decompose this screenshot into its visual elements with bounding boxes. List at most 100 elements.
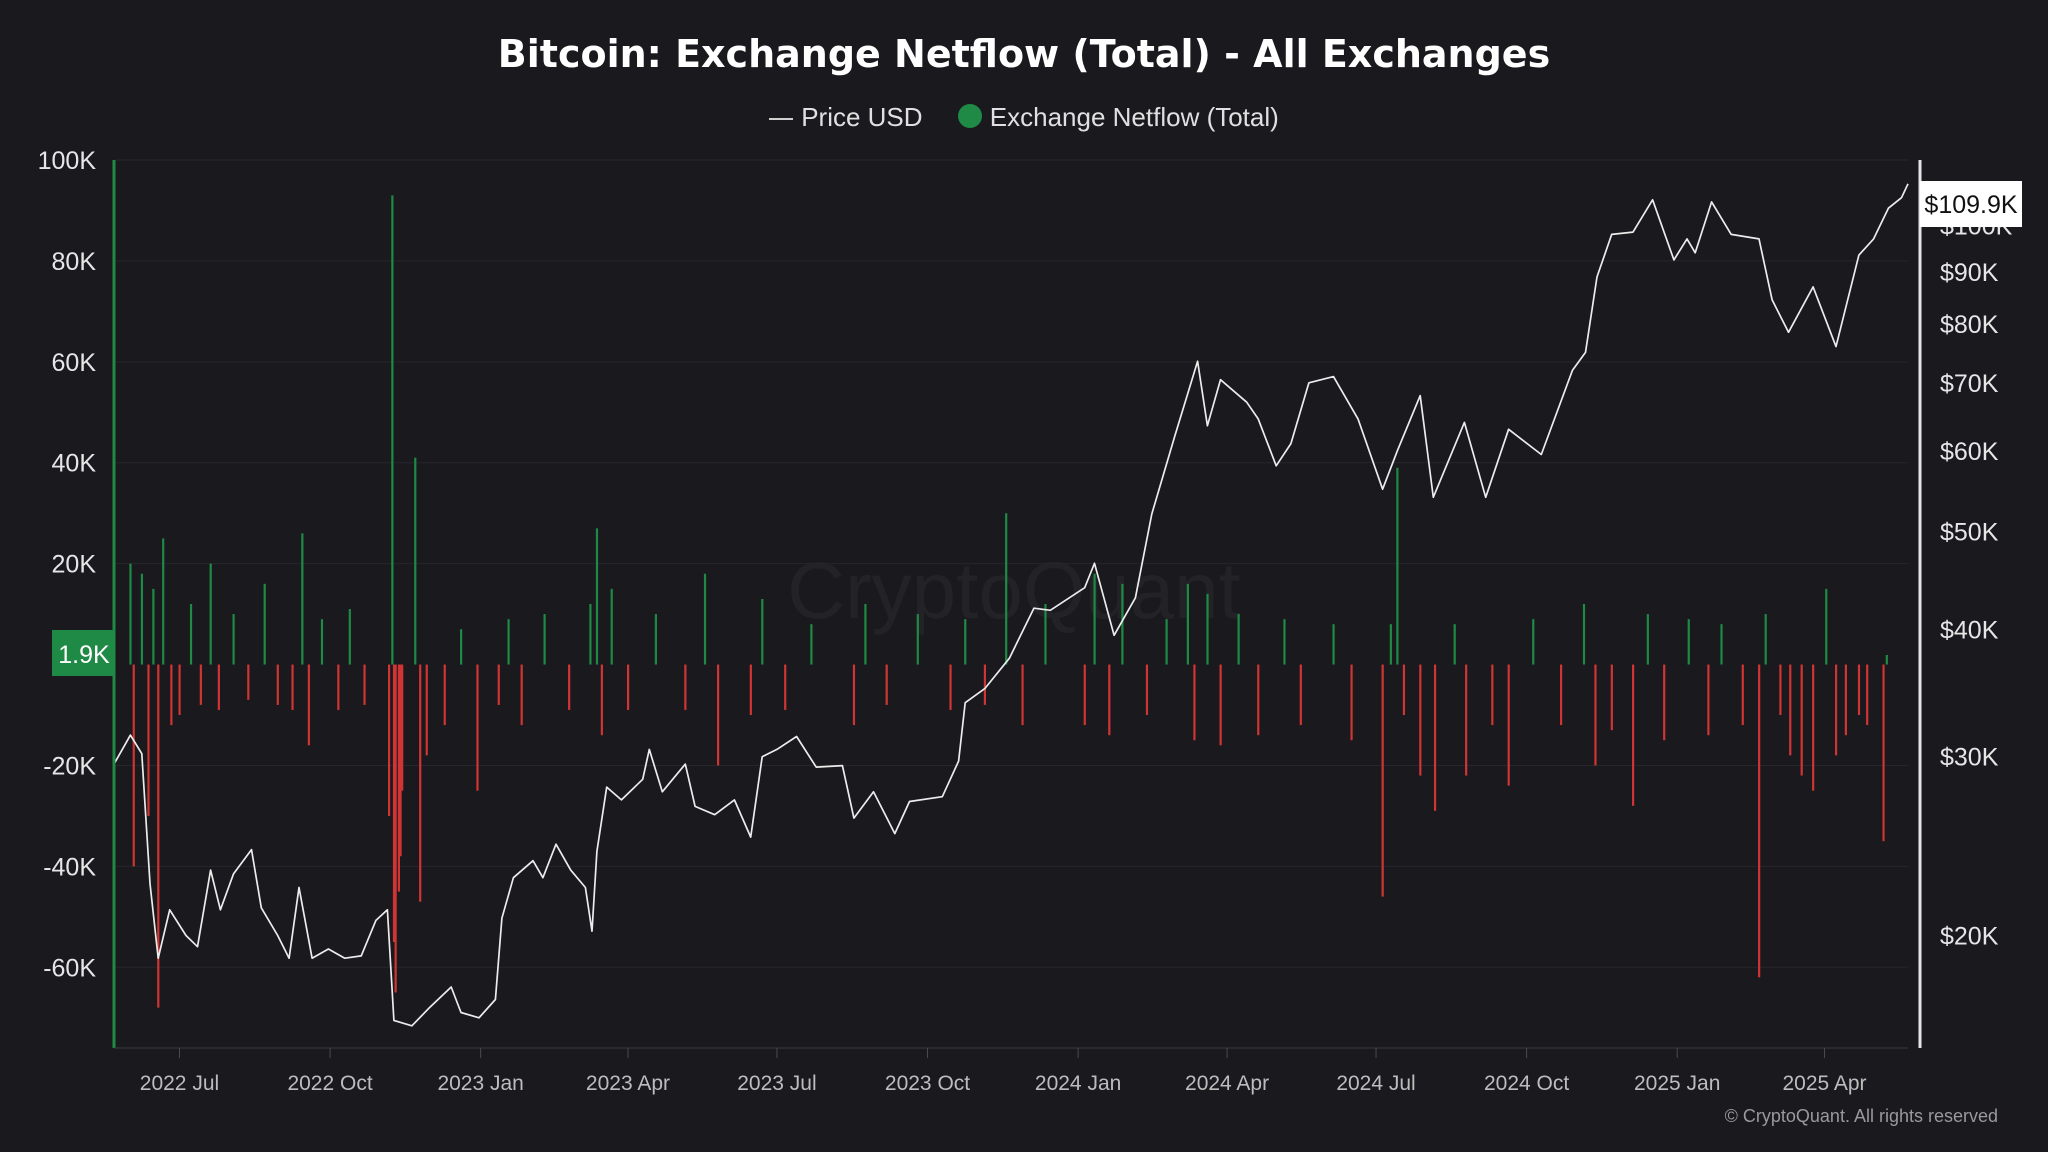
netflow-bar — [209, 563, 212, 665]
netflow-bar — [348, 609, 351, 665]
netflow-bar — [1257, 664, 1260, 736]
x-tick-label: 2024 Oct — [1484, 1072, 1569, 1095]
netflow-bar — [949, 664, 952, 710]
netflow-bar — [520, 664, 523, 726]
right-tick-label: $60K — [1940, 438, 1999, 466]
last-netflow-badge: 1.9K — [52, 630, 114, 676]
netflow-bar — [1332, 624, 1335, 665]
netflow-bar — [399, 664, 402, 857]
left-tick-label: 20K — [52, 551, 97, 579]
netflow-bar — [460, 629, 463, 665]
netflow-bar — [363, 664, 366, 705]
netflow-bar — [1866, 664, 1869, 726]
netflow-bar — [1419, 664, 1422, 776]
netflow-bar — [1381, 664, 1384, 897]
netflow-bar — [1632, 664, 1635, 806]
netflow-bar — [1825, 588, 1828, 665]
netflow-bar — [132, 664, 135, 867]
netflow-bar — [1121, 583, 1124, 665]
netflow-bar — [247, 664, 250, 700]
netflow-bar — [568, 664, 571, 710]
netflow-bar — [717, 664, 720, 766]
netflow-bar — [1559, 664, 1563, 726]
netflow-bar — [626, 664, 630, 710]
netflow-bar — [276, 664, 279, 705]
x-tick-label: 2024 Jul — [1336, 1072, 1415, 1095]
netflow-bar — [1219, 664, 1222, 746]
legend-item-price[interactable]: Price USD — [769, 102, 923, 133]
x-tick-label: 2025 Jan — [1634, 1072, 1720, 1095]
netflow-bar — [1720, 624, 1723, 665]
right-axis-ticks: $100K$90K$80K$70K$60K$50K$40K$30K$20K — [1940, 212, 2013, 950]
left-tick-label: 40K — [52, 450, 97, 478]
x-tick-label: 2022 Oct — [287, 1072, 372, 1095]
netflow-bar — [1741, 664, 1744, 726]
netflow-bar — [419, 664, 422, 902]
netflow-bar — [291, 664, 294, 710]
netflow-bar — [1005, 513, 1008, 665]
netflow-bar — [199, 664, 202, 705]
x-tick-label: 2023 Oct — [885, 1072, 970, 1095]
netflow-bar — [784, 664, 787, 710]
netflow-bar — [1186, 583, 1189, 665]
netflow-bar — [394, 664, 397, 993]
price-line — [113, 183, 1909, 1027]
netflow-bar — [1396, 467, 1399, 665]
netflow-bar — [1453, 624, 1456, 665]
right-tick-label: $70K — [1940, 370, 1999, 398]
netflow-bar — [761, 598, 764, 665]
right-tick-label: $30K — [1940, 744, 1999, 772]
netflow-bar — [703, 573, 707, 665]
netflow-bar — [497, 664, 500, 705]
netflow-bar — [337, 664, 340, 710]
netflow-bar — [1857, 664, 1861, 715]
netflow-bar — [170, 664, 173, 726]
legend-item-netflow[interactable]: Exchange Netflow (Total) — [957, 102, 1279, 133]
netflow-bar — [1779, 664, 1782, 715]
netflow-bar — [1844, 664, 1847, 736]
netflow-bar — [1764, 614, 1767, 665]
left-tick-label: -20K — [43, 752, 96, 780]
left-tick-label: -60K — [43, 954, 96, 982]
netflow-bar — [1532, 619, 1535, 665]
netflow-bar — [401, 664, 404, 791]
netflow-bar — [1885, 654, 1888, 665]
netflow-bar — [610, 588, 613, 665]
netflow-bar — [589, 604, 592, 665]
netflow-bar — [1389, 624, 1392, 665]
netflow-bar — [1594, 664, 1597, 766]
x-tick-label: 2023 Jul — [737, 1072, 816, 1095]
netflow-bar — [1812, 664, 1815, 791]
netflow-bar — [1165, 619, 1168, 665]
netflow-bar — [543, 614, 546, 665]
x-tick-label: 2022 Jul — [140, 1072, 219, 1095]
netflow-bar — [810, 624, 813, 665]
x-tick-label: 2024 Apr — [1185, 1072, 1269, 1095]
netflow-bar — [1646, 614, 1649, 665]
right-tick-label: $50K — [1940, 518, 1999, 546]
left-tick-label: 100K — [38, 147, 97, 175]
netflow-bar — [397, 664, 401, 892]
chart-title: Bitcoin: Exchange Netflow (Total) - All … — [497, 32, 1551, 76]
netflow-bar — [1433, 664, 1437, 811]
netflow-bar — [654, 614, 658, 665]
netflow-bar — [1834, 664, 1838, 756]
netflow-bar — [1299, 664, 1302, 726]
netflow-bar — [885, 664, 888, 705]
netflow-bar — [443, 664, 446, 726]
netflow-bar — [217, 664, 220, 710]
netflow-bar — [600, 664, 603, 736]
left-tick-label: 80K — [52, 248, 97, 276]
netflow-bar — [387, 664, 391, 816]
netflow-bar — [964, 619, 967, 665]
netflow-bar — [414, 457, 417, 665]
netflow-bar — [1507, 664, 1510, 786]
netflow-bar — [1206, 593, 1209, 665]
x-tick-label: 2024 Jan — [1035, 1072, 1121, 1095]
x-tick-label: 2025 Apr — [1782, 1072, 1866, 1095]
netflow-bar — [307, 664, 310, 746]
netflow-bar — [263, 583, 266, 665]
netflow-bar — [1402, 664, 1406, 715]
netflow-bar — [1789, 664, 1792, 756]
watermark: CryptoQuant — [787, 546, 1241, 635]
